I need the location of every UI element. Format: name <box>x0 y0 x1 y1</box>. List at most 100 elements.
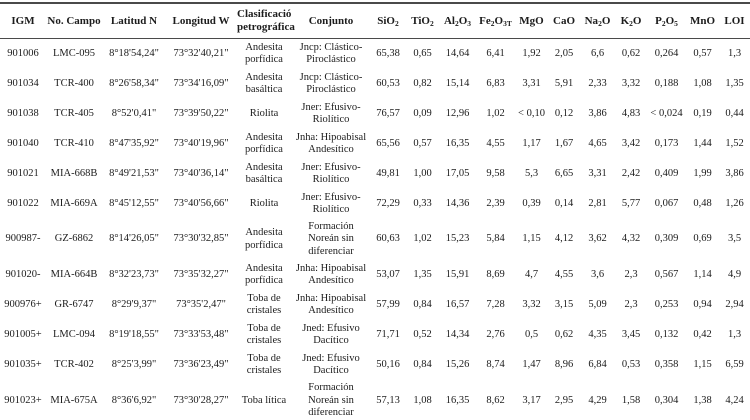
cell-conjunto: Formación Noreán sin diferenciar <box>308 382 354 418</box>
cell-value: 1,17 <box>522 137 541 149</box>
cell-latitude: 8°52'0,41" <box>111 107 157 119</box>
cell-value: 6,83 <box>486 77 505 89</box>
cell-campo: LMC-095 <box>53 47 95 59</box>
cell-value: 53,07 <box>376 268 400 280</box>
cell-value: 2,42 <box>621 167 641 179</box>
cell-campo: LMC-094 <box>53 328 95 340</box>
cell-value: 4,29 <box>588 394 607 406</box>
cell-value: 0,42 <box>693 328 712 340</box>
table-row: 901023+ MIA-675A 8°36'6,92" 73°30'28,27" Tob… <box>0 380 750 420</box>
cell-campo: TCR-410 <box>54 137 94 149</box>
cell-longitude: 73°36'23,49" <box>173 358 229 370</box>
cell-value: 1,99 <box>693 167 712 179</box>
cell-value: 71,71 <box>376 328 400 340</box>
cell-value: < 0,10 <box>518 107 545 119</box>
cell-value: 50,16 <box>376 358 400 370</box>
cell-igm: 901035+ <box>4 358 42 370</box>
cell-value: 0,84 <box>413 298 432 310</box>
cell-value: 1,38 <box>693 394 712 406</box>
cell-value: 0,14 <box>554 197 574 209</box>
col-header-oxide: P2O5 <box>647 3 686 39</box>
col-header-classification: Clasificació petrográfica <box>236 3 295 39</box>
cell-value: 5,91 <box>554 77 574 89</box>
cell-value: 4,55 <box>554 268 574 280</box>
cell-value: 6,84 <box>588 358 607 370</box>
cell-value: 1,67 <box>554 137 574 149</box>
table-row: 901034 TCR-400 8°26'58,34" 73°34'16,09" Ande… <box>0 69 750 99</box>
cell-value: 3,86 <box>725 167 744 179</box>
cell-igm: 901021 <box>7 167 39 179</box>
cell-value: 0,304 <box>654 394 679 406</box>
cell-longitude: 73°40'19,96" <box>173 137 229 149</box>
cell-campo: GR-6747 <box>54 298 94 310</box>
col-header-igm: IGM <box>0 3 46 39</box>
cell-value: 1,08 <box>693 77 712 89</box>
cell-value: 0,57 <box>413 137 432 149</box>
table-row: 901006 LMC-095 8°18'54,24" 73°32'40,21" Ande… <box>0 39 750 70</box>
cell-value: 0,53 <box>621 358 641 370</box>
col-header-oxide: SiO2 <box>370 3 406 39</box>
cell-conjunto: Jncp: Clástico-Piroclástico <box>299 41 363 65</box>
cell-value: 14,36 <box>445 197 470 209</box>
cell-value: 4,12 <box>554 233 574 245</box>
cell-value: 2,95 <box>554 394 574 406</box>
cell-value: 4,24 <box>725 394 744 406</box>
cell-igm: 901020- <box>5 268 41 280</box>
cell-value: 4,65 <box>588 137 607 149</box>
cell-value: 1,3 <box>727 47 742 59</box>
cell-conjunto: Jned: Efusivo Dacítico <box>302 322 360 347</box>
cell-value: 8,62 <box>486 394 505 406</box>
cell-value: 1,14 <box>693 268 712 280</box>
cell-value: 1,15 <box>522 233 541 245</box>
table-row: 901021 MIA-668B 8°49'21,53" 73°40'36,14" And… <box>0 159 750 189</box>
cell-igm: 900976+ <box>4 298 42 310</box>
col-header-oxide: Al2O3 <box>439 3 476 39</box>
col-header-oxide: Fe2O3T <box>476 3 515 39</box>
cell-classification: Andesita basáltica <box>245 71 283 95</box>
cell-value: 3,6 <box>590 268 605 280</box>
cell-value: 1,08 <box>413 394 432 406</box>
cell-classification: Toba lítica <box>241 394 287 406</box>
table-row: 900987- GZ-6862 8°14'26,05" 73°30'32,85" And… <box>0 219 750 260</box>
cell-value: 3,31 <box>522 77 541 89</box>
cell-value: 49,81 <box>376 167 400 179</box>
cell-classification: Riolita <box>249 197 279 209</box>
cell-value: 1,44 <box>693 137 712 149</box>
cell-value: 14,64 <box>445 47 470 59</box>
cell-value: 1,35 <box>725 77 744 89</box>
cell-value: 0,65 <box>413 47 432 59</box>
cell-igm: 901038 <box>7 107 39 119</box>
cell-value: 6,65 <box>554 167 574 179</box>
cell-conjunto: Jned: Efusivo Dacítico <box>302 352 360 377</box>
cell-conjunto: Jnha: Hipoabisal Andesítico <box>295 262 367 287</box>
cell-campo: MIA-675A <box>50 394 98 406</box>
cell-value: 60,53 <box>376 77 400 89</box>
cell-value: 3,86 <box>588 107 607 119</box>
cell-value: 5,3 <box>524 167 539 179</box>
cell-value: 5,84 <box>486 233 505 245</box>
cell-value: 5,77 <box>621 197 641 209</box>
col-header-longitude: Longitud W <box>166 3 236 39</box>
cell-igm: 901005+ <box>4 328 42 340</box>
cell-value: 16,35 <box>445 394 470 406</box>
cell-value: 0,309 <box>654 233 679 245</box>
cell-value: 57,99 <box>376 298 400 310</box>
cell-latitude: 8°36'6,92" <box>111 394 157 406</box>
cell-longitude: 73°34'16,09" <box>173 77 229 89</box>
cell-value: 0,69 <box>693 233 712 245</box>
cell-value: 0,44 <box>725 107 744 119</box>
cell-value: 15,14 <box>445 77 470 89</box>
cell-campo: MIA-669A <box>50 197 98 209</box>
col-header-oxide: TiO2 <box>406 3 439 39</box>
cell-value: 0,5 <box>524 328 539 340</box>
cell-longitude: 73°35'32,27" <box>173 268 229 280</box>
col-header-oxide: K2O <box>615 3 647 39</box>
cell-value: 5,09 <box>588 298 607 310</box>
cell-value: 1,52 <box>725 137 744 149</box>
cell-value: 4,32 <box>621 233 641 245</box>
col-header-oxide: MgO <box>515 3 548 39</box>
table-row: 901020- MIA-664B 8°32'23,73" 73°35'32,27" An… <box>0 260 750 290</box>
cell-longitude: 73°32'40,21" <box>173 47 229 59</box>
cell-latitude: 8°19'18,55" <box>109 328 159 340</box>
